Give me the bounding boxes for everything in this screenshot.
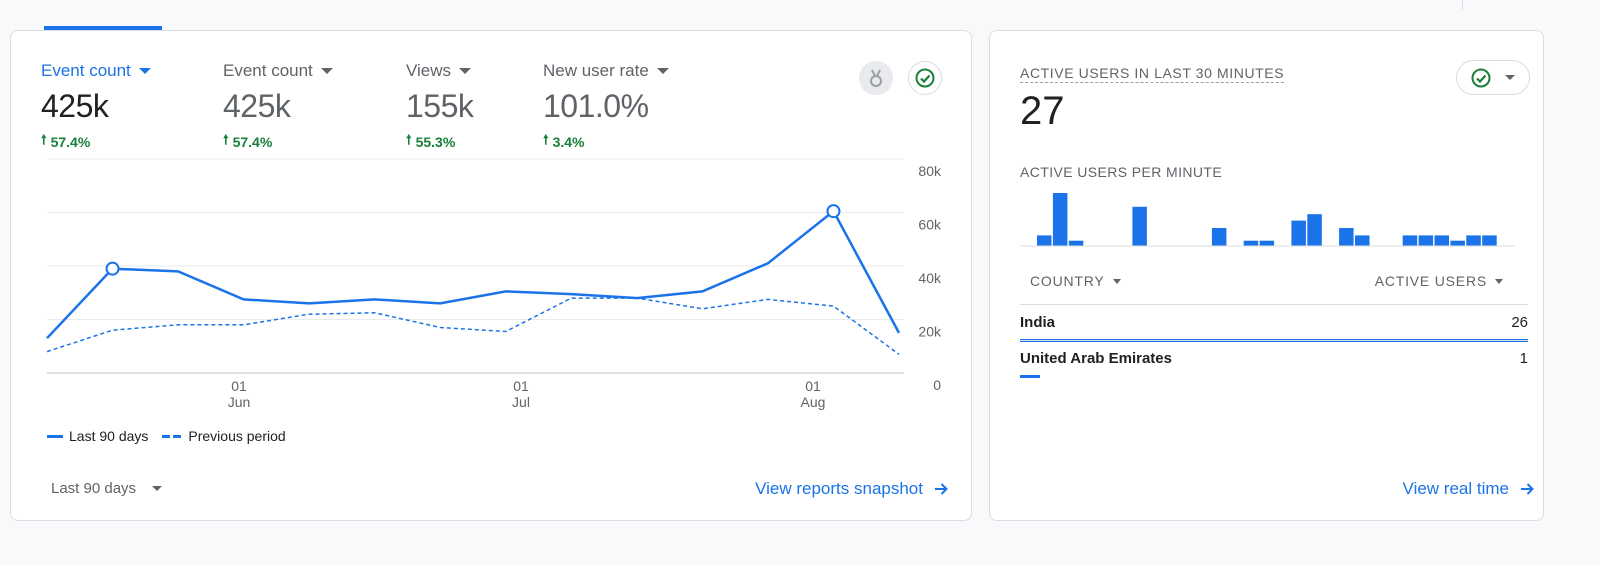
metric-change: 3.4% (552, 134, 585, 150)
status-dropdown[interactable] (1456, 60, 1530, 95)
realtime-card: ACTIVE USERS IN LAST 30 MINUTES 27 ACTIV… (989, 30, 1544, 521)
minute-bar[interactable] (1291, 220, 1306, 246)
chart-legend: Last 90 days Previous period (47, 428, 286, 444)
per-minute-label: ACTIVE USERS PER MINUTE (1020, 164, 1223, 180)
check-circle-icon[interactable] (908, 61, 942, 95)
caret-down-icon (152, 486, 163, 491)
y-tick-label: 40k (918, 270, 942, 286)
active-users-value: 27 (1020, 89, 1065, 133)
view-reports-snapshot-link[interactable]: View reports snapshot (755, 479, 949, 499)
minute-bar[interactable] (1037, 235, 1052, 246)
x-tick-month: Jun (228, 394, 251, 410)
caret-down-icon (1112, 278, 1121, 284)
column-label: COUNTRY (1030, 273, 1105, 289)
legend-swatch-dashed (162, 434, 183, 438)
series-line-last-90-days (46, 209, 901, 340)
arrow-up-icon: 🠕 (41, 132, 47, 147)
minute-bar[interactable] (1482, 235, 1497, 246)
per-minute-bar-chart (1020, 193, 1515, 247)
minute-bar[interactable] (1434, 235, 1450, 246)
medal-icon[interactable] (859, 61, 893, 95)
data-point-marker[interactable] (105, 261, 120, 276)
caret-down-icon[interactable] (138, 68, 151, 74)
metric-tab-event-count-2[interactable]: Event count 425k 🠕 57.4% (223, 61, 333, 153)
metric-tab-new-user-rate[interactable]: New user rate 101.0% 🠕 3.4% (543, 61, 669, 153)
x-tick-day: 01 (231, 378, 247, 394)
legend-item-current[interactable]: Last 90 days (47, 428, 148, 444)
date-range-dropdown[interactable]: Last 90 days (51, 480, 163, 497)
metric-tab-event-count[interactable]: Event count 425k 🠕 57.4% (41, 61, 151, 153)
x-tick-day: 01 (805, 378, 821, 394)
link-label: View real time (1402, 479, 1509, 498)
data-point-marker[interactable] (826, 204, 841, 219)
arrow-right-icon (935, 483, 948, 495)
minute-bar[interactable] (1307, 214, 1322, 246)
legend-item-previous[interactable]: Previous period (162, 428, 286, 444)
minute-bar[interactable] (1466, 235, 1481, 246)
minute-bar[interactable] (1052, 193, 1068, 246)
legend-label: Last 90 days (69, 428, 149, 444)
y-tick-label: 60k (918, 217, 942, 233)
row-divider (1020, 340, 1528, 341)
caret-down-icon[interactable] (320, 68, 333, 74)
caret-down-icon[interactable] (459, 68, 472, 74)
minute-bar[interactable] (1418, 235, 1434, 246)
check-circle-icon (1471, 68, 1491, 87)
column-label: ACTIVE USERS (1374, 273, 1487, 289)
metric-label: Views (406, 61, 452, 80)
arrow-up-icon: 🠕 (543, 132, 549, 147)
minute-bar[interactable] (1211, 227, 1227, 246)
overview-card: Event count 425k 🠕 57.4% Event count 425k… (10, 30, 972, 521)
caret-down-icon (1505, 75, 1515, 80)
divider (1462, 0, 1463, 10)
minute-bar[interactable] (1243, 240, 1259, 246)
metric-label: Event count (223, 61, 313, 80)
minute-bar[interactable] (1339, 227, 1354, 246)
country-name: United Arab Emirates (1020, 350, 1172, 367)
realtime-title[interactable]: ACTIVE USERS IN LAST 30 MINUTES (1020, 65, 1285, 83)
y-tick-label: 20k (918, 324, 942, 340)
series-line-previous-period (46, 297, 900, 355)
country-name: India (1020, 314, 1056, 331)
y-tick-label: 0 (933, 377, 941, 393)
legend-swatch-solid (47, 434, 63, 438)
date-range-label: Last 90 days (51, 480, 137, 497)
link-label: View reports snapshot (755, 479, 923, 498)
metric-value: 425k (223, 88, 291, 124)
share-bar (1020, 375, 1040, 378)
minute-bar[interactable] (1259, 240, 1275, 246)
caret-down-icon[interactable] (656, 68, 669, 74)
y-tick-label: 80k (918, 163, 942, 179)
x-tick-month: Jul (512, 394, 530, 410)
view-real-time-link[interactable]: View real time (1403, 479, 1535, 499)
minute-bar[interactable] (1355, 235, 1370, 246)
caret-down-icon (1495, 278, 1503, 284)
metric-value: 101.0% (543, 88, 649, 124)
arrow-right-icon (1521, 483, 1534, 495)
metric-value: 425k (41, 88, 109, 124)
country-users: 1 (1519, 350, 1528, 367)
metric-change: 57.4% (50, 134, 91, 150)
metric-value: 155k (406, 88, 474, 124)
arrow-up-icon: 🠕 (406, 132, 412, 147)
country-column-header[interactable]: COUNTRY (1030, 273, 1121, 289)
x-tick-month: Aug (801, 394, 826, 410)
arrow-up-icon: 🠕 (223, 132, 229, 147)
minute-bar[interactable] (1450, 240, 1465, 246)
minute-bar[interactable] (1402, 235, 1418, 246)
legend-label: Previous period (188, 428, 286, 444)
active-users-column-header[interactable]: ACTIVE USERS (1375, 273, 1503, 289)
country-users: 26 (1511, 314, 1528, 331)
x-tick-day: 01 (513, 378, 529, 394)
metric-change: 57.4% (232, 134, 273, 150)
metric-tab-views[interactable]: Views 155k 🠕 55.3% (406, 61, 474, 153)
metric-label: New user rate (543, 61, 649, 80)
minute-bar[interactable] (1132, 206, 1147, 246)
metric-change: 55.3% (415, 134, 456, 150)
metric-label: Event count (41, 61, 131, 80)
minute-bar[interactable] (1068, 240, 1084, 246)
table-divider (1020, 304, 1528, 305)
